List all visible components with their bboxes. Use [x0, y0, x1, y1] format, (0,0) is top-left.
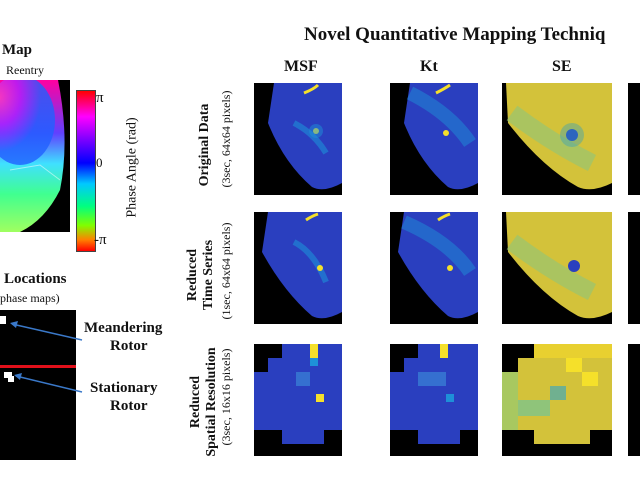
panel-subtitle: Reentry: [6, 63, 44, 77]
row-sub-original: (3sec, 64x64 pixels): [219, 90, 233, 188]
map-original-msf: [254, 83, 342, 195]
column-header-se: SE: [552, 58, 572, 75]
colorbar-mid-label: 0: [96, 155, 103, 170]
map-reduced-time-cut: [628, 212, 640, 324]
phase-map-image: [0, 80, 70, 232]
map-reduced-spatial-msf: [254, 344, 342, 456]
map-reduced-time-se: [502, 212, 612, 324]
colorbar-bottom-label: -π: [94, 232, 107, 248]
map-original-cut: [628, 83, 640, 195]
row-sub-reduced-spatial: (3sec, 16x16 pixels): [219, 348, 233, 446]
row-title-line1: Reduced: [185, 248, 200, 302]
row-label-reduced-time: Reduced Time Series: [185, 215, 219, 335]
phase-colorbar: [76, 90, 96, 252]
map-reduced-spatial-kt: [390, 344, 478, 456]
panel-title: Map: [2, 42, 32, 58]
row-title-line1: Reduced: [188, 375, 203, 429]
colorbar-top-label: π: [96, 90, 104, 106]
meandering-label-1: Meandering: [84, 320, 163, 336]
row-sub-reduced-time: (1sec, 64x64 pixels): [219, 222, 233, 320]
locations-subtitle: phase maps): [0, 291, 60, 305]
column-header-kt: Kt: [420, 58, 438, 75]
map-original-kt: [390, 83, 478, 195]
locations-title: Locations: [4, 271, 67, 287]
map-reduced-spatial-cut: [628, 344, 640, 456]
row-title-line2: Spatial Resolution: [204, 347, 219, 457]
row-title-line2: Time Series: [201, 239, 216, 311]
map-original-se: [502, 83, 612, 195]
map-reduced-time-msf: [254, 212, 342, 324]
figure-title: Novel Quantitative Mapping Techniq: [304, 24, 606, 45]
stationary-label-2: Rotor: [110, 398, 148, 414]
meandering-label-2: Rotor: [110, 338, 148, 354]
row-title: Original Data: [197, 103, 212, 187]
colorbar-axis-label: Phase Angle (rad): [124, 117, 140, 218]
map-reduced-time-kt: [390, 212, 478, 324]
row-label-reduced-spatial: Reduced Spatial Resolution: [188, 327, 222, 477]
stationary-label-1: Stationary: [90, 380, 158, 396]
map-reduced-spatial-se: [502, 344, 612, 456]
column-header-msf: MSF: [284, 58, 318, 75]
rotor-arrows: [10, 321, 83, 393]
